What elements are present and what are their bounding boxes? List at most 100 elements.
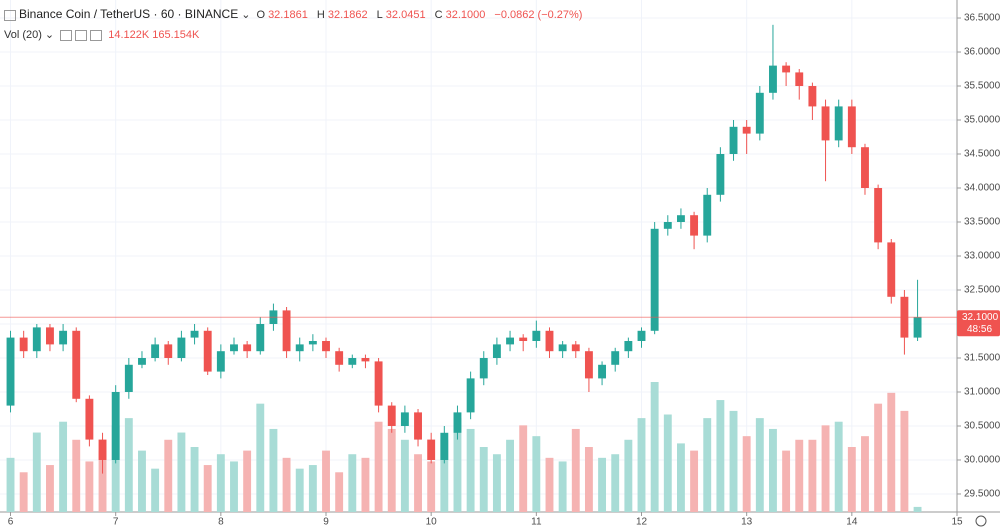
- settings-button[interactable]: [975, 515, 987, 527]
- candle-body: [769, 65, 777, 93]
- volume-bar: [151, 468, 160, 512]
- volume-bar: [348, 454, 357, 512]
- candle-body: [874, 188, 883, 243]
- close-icon[interactable]: [90, 29, 103, 41]
- candle-body: [177, 337, 186, 358]
- candle-body: [690, 215, 699, 236]
- volume-bar: [295, 468, 304, 512]
- candle-body: [742, 126, 751, 134]
- y-tick-label: 30.0000: [964, 455, 1000, 466]
- volume-bar: [900, 410, 909, 512]
- volume-bar: [795, 439, 804, 512]
- candle-body: [492, 344, 501, 358]
- candle-body: [506, 337, 514, 345]
- candle-body: [203, 330, 212, 372]
- ohlc-l: L 32.0451: [377, 9, 429, 21]
- volume-bar: [32, 432, 41, 512]
- volume-bar: [492, 454, 501, 512]
- volume-bar: [374, 421, 383, 512]
- candle-body: [637, 330, 646, 341]
- symbol[interactable]: Binance Coin / TetherUS · 60 · BINANCE: [19, 7, 239, 21]
- y-tick-label: 36.5000: [964, 13, 1000, 24]
- volume-bar: [164, 439, 173, 512]
- y-tick-label: 34.0000: [964, 183, 1000, 194]
- x-tick-label: 7: [113, 517, 119, 528]
- volume-bar: [545, 457, 554, 512]
- volume-bar: [230, 461, 238, 512]
- candle-body: [216, 351, 225, 372]
- y-tick-label: 31.0000: [964, 387, 1000, 398]
- volume-bar: [59, 421, 68, 512]
- candle-body: [821, 106, 830, 141]
- volume-bar: [676, 443, 685, 512]
- volume-bar: [742, 436, 751, 512]
- volume-bar: [887, 392, 896, 512]
- volume-bar: [322, 450, 330, 512]
- candle-body: [611, 351, 620, 365]
- volume-bar: [6, 457, 15, 512]
- x-tick-label: 9: [323, 517, 329, 528]
- candle-body: [519, 337, 528, 341]
- y-tick-label: 35.0000: [964, 115, 1000, 126]
- volume-bar: [913, 506, 922, 512]
- y-tick-label: 33.0000: [964, 251, 1000, 262]
- label: O: [256, 9, 266, 21]
- x-tick-label: 11: [531, 517, 542, 528]
- y-tick-label: 36.0000: [964, 47, 1000, 58]
- y-tick-label: 33.5000: [964, 217, 1000, 228]
- label: C: [434, 9, 443, 21]
- settings-icon[interactable]: [75, 29, 88, 41]
- volume-bar: [98, 450, 107, 512]
- volume-bar: [387, 428, 396, 512]
- volume-bar: [256, 403, 265, 512]
- volume-bar: [532, 436, 541, 512]
- candle-body: [663, 222, 672, 229]
- candle-body: [440, 432, 449, 460]
- candle-body: [111, 391, 120, 460]
- volume-bar: [190, 447, 199, 512]
- candle-body: [19, 337, 28, 352]
- dropdown-arrow[interactable]: ⌄: [44, 29, 55, 41]
- volume-bar: [111, 425, 120, 512]
- volume-bar: [584, 447, 593, 512]
- x-tick-label: 8: [218, 517, 224, 528]
- volume-bar: [177, 432, 186, 512]
- candle-body: [138, 357, 146, 365]
- volume-bar: [124, 418, 133, 512]
- candle-body: [282, 310, 291, 352]
- candle-body: [532, 330, 541, 341]
- volume-bar: [479, 447, 488, 512]
- label: H: [316, 9, 325, 21]
- volume-bar: [598, 457, 607, 512]
- eye-icon[interactable]: [60, 29, 73, 41]
- dropdown-arrow[interactable]: ⌄: [241, 9, 251, 21]
- volume-bar: [637, 418, 646, 512]
- candle-body: [374, 361, 383, 406]
- candle-body: [755, 92, 764, 134]
- y-tick-label: 31.5000: [964, 353, 1000, 364]
- candle-body: [335, 351, 344, 365]
- candle-body: [545, 330, 554, 352]
- volume-bar: [808, 439, 817, 512]
- candle-body: [729, 126, 738, 155]
- volume-bar: [361, 457, 370, 512]
- candle-body: [598, 364, 607, 379]
- candle-body: [400, 412, 409, 426]
- candle-body: [479, 357, 488, 379]
- candle-body: [571, 344, 580, 352]
- volume-bar: [821, 425, 830, 512]
- candle-body: [6, 337, 15, 406]
- last-price-label: 32.1000: [962, 312, 999, 323]
- vol-label[interactable]: Vol (20): [4, 29, 42, 41]
- candle-body: [85, 398, 94, 440]
- candle-body: [230, 344, 238, 352]
- candle-body: [361, 357, 370, 362]
- x-tick-label: 10: [426, 517, 438, 528]
- volume-bar: [650, 382, 659, 512]
- volume-bar: [571, 428, 580, 512]
- volume-bar: [624, 439, 633, 512]
- volume-bar: [716, 400, 725, 512]
- candle-body: [98, 439, 107, 460]
- x-tick-label: 14: [846, 517, 858, 528]
- collapse-icon[interactable]: [4, 9, 16, 21]
